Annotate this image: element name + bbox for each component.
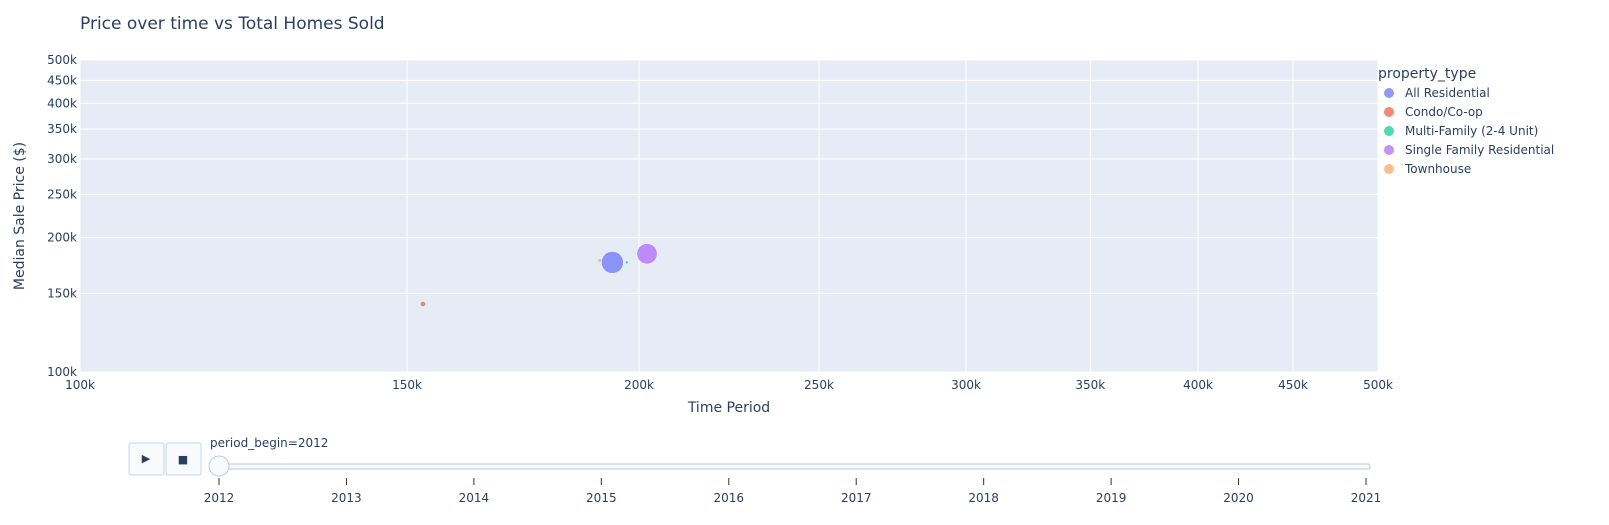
bubble-all-residential[interactable] (601, 251, 624, 274)
x-axis-title: Time Period (687, 400, 770, 416)
slider-handle[interactable] (208, 455, 230, 477)
stop-icon: ■ (178, 453, 188, 466)
data-points (420, 243, 658, 307)
slider-current-label: period_begin=2012 (210, 436, 328, 450)
stop-button[interactable]: ■ (165, 442, 202, 476)
y-tick-label: 100k (47, 365, 77, 379)
legend-title: property_type (1378, 66, 1476, 82)
y-tick-label: 250k (47, 187, 77, 201)
x-tick-label: 150k (392, 378, 422, 392)
play-icon: ▶ (142, 452, 151, 465)
x-tick-label: 200k (624, 378, 654, 392)
legend-item-condo-co-op[interactable]: Condo/Co-op (1384, 105, 1483, 119)
legend-label: Townhouse (1404, 162, 1471, 176)
slider-step-2017[interactable]: 2017 (841, 491, 872, 505)
slider-step-2013[interactable]: 2013 (331, 491, 362, 505)
play-button[interactable]: ▶ (128, 442, 165, 476)
slider-step-2019[interactable]: 2019 (1096, 491, 1127, 505)
chart-title: Price over time vs Total Homes Sold (80, 14, 385, 34)
x-tick-label: 100k (65, 378, 95, 392)
y-tick-label: 350k (47, 122, 77, 136)
x-tick-label: 300k (951, 378, 981, 392)
legend-item-all-residential[interactable]: All Residential (1384, 86, 1490, 100)
x-axis-ticks: 100k 150k 200k 250k 300k 350k 400k 450k 500k (65, 378, 1393, 392)
legend-marker (1384, 88, 1394, 98)
legend-marker (1384, 107, 1394, 117)
legend-marker (1384, 164, 1394, 174)
y-tick-label: 500k (47, 53, 77, 67)
legend: property_type All Residential Condo/Co-op… (1378, 66, 1554, 176)
legend-label: Condo/Co-op (1405, 105, 1483, 119)
legend-item-multi-family-2-4-unit[interactable]: Multi-Family (2-4 Unit) (1384, 124, 1538, 138)
slider-step-2016[interactable]: 2016 (714, 491, 745, 505)
x-tick-label: 500k (1363, 378, 1393, 392)
legend-marker (1384, 145, 1394, 155)
plot-area[interactable] (80, 60, 1378, 372)
legend-label: All Residential (1405, 86, 1490, 100)
y-axis-ticks: 100k 150k 200k 250k 300k 350k 400k 450k 500k (47, 53, 77, 379)
x-tick-label: 250k (804, 378, 834, 392)
slider-step-2020[interactable]: 2020 (1223, 491, 1254, 505)
legend-item-single-family-residential[interactable]: Single Family Residential (1384, 143, 1554, 157)
bubble-single-family-residential[interactable] (636, 243, 658, 265)
slider-track[interactable] (209, 463, 1371, 470)
y-tick-label: 150k (47, 286, 77, 300)
y-axis-title: Median Sale Price ($) (12, 142, 28, 290)
legend-item-townhouse[interactable]: Townhouse (1384, 162, 1471, 176)
y-tick-label: 200k (47, 231, 77, 245)
slider-step-2021[interactable]: 2021 (1351, 491, 1382, 505)
bubble-townhouse[interactable] (598, 258, 602, 262)
y-tick-label: 300k (47, 152, 77, 166)
bubble-condo-co-op[interactable] (420, 301, 426, 307)
legend-label: Multi-Family (2-4 Unit) (1405, 124, 1538, 138)
legend-marker (1384, 126, 1394, 136)
y-tick-label: 450k (47, 73, 77, 87)
x-tick-label: 450k (1278, 378, 1308, 392)
slider-step-2012[interactable]: 2012 (204, 491, 235, 505)
slider-step-2014[interactable]: 2014 (459, 491, 490, 505)
bubble-multi-family-2-4-unit[interactable] (625, 261, 629, 264)
legend-label: Single Family Residential (1405, 143, 1554, 157)
x-tick-label: 350k (1075, 378, 1105, 392)
gridlines (79, 59, 1379, 373)
y-tick-label: 400k (47, 96, 77, 110)
x-tick-label: 400k (1183, 378, 1213, 392)
slider-ticks: 2012 2013 2014 2015 2016 2017 2018 2019 2020 2021 (204, 478, 1382, 505)
slider-step-2015[interactable]: 2015 (586, 491, 617, 505)
slider-step-2018[interactable]: 2018 (968, 491, 999, 505)
